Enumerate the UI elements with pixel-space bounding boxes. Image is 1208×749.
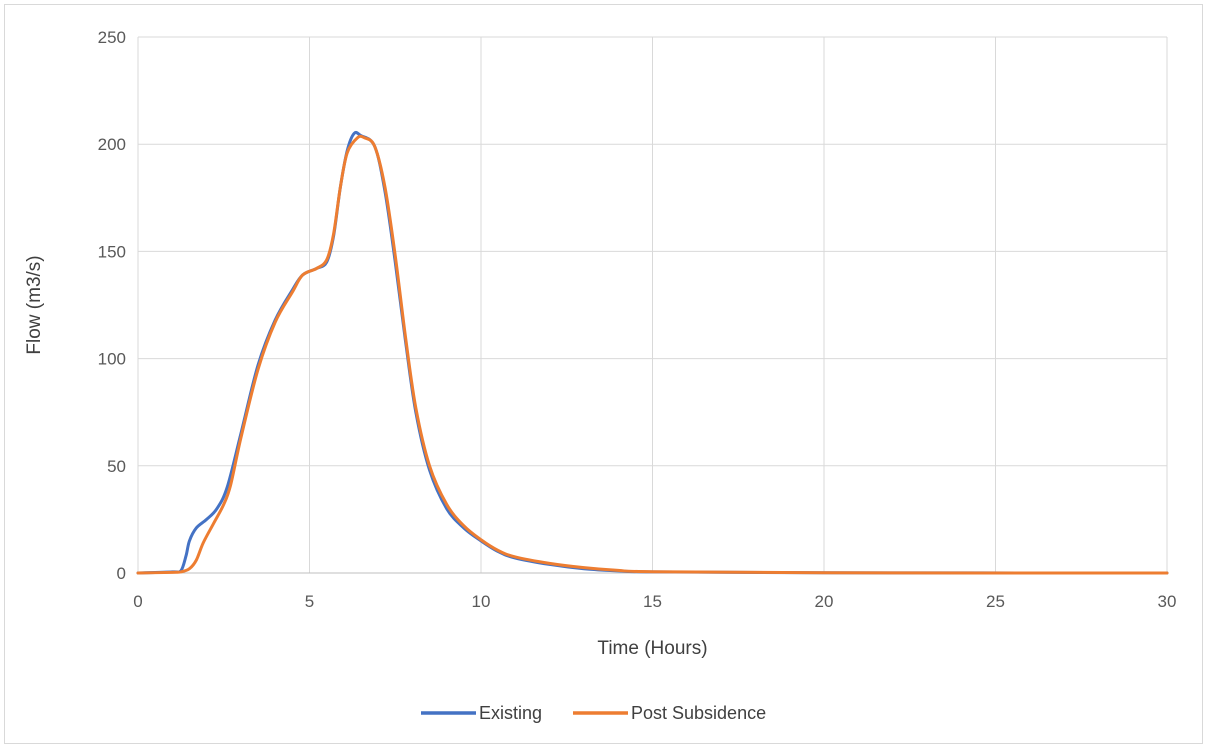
x-tick-label: 10 (472, 592, 491, 611)
x-tick-label: 5 (305, 592, 314, 611)
y-tick-label: 150 (98, 242, 126, 261)
series-lines (136, 130, 1169, 575)
legend-label: Existing (479, 703, 542, 723)
y-tick-label: 250 (98, 28, 126, 47)
y-tick-label: 0 (117, 564, 126, 583)
x-tick-label: 0 (133, 592, 142, 611)
y-tick-label: 200 (98, 135, 126, 154)
gridlines (137, 36, 1168, 574)
y-tick-label: 100 (98, 350, 126, 369)
x-tick-label: 25 (986, 592, 1005, 611)
series-line-post-subsidence (136, 134, 1169, 575)
x-tick-label: 30 (1158, 592, 1177, 611)
x-tick-label: 20 (815, 592, 834, 611)
x-tick-label: 15 (643, 592, 662, 611)
x-axis-ticks: 0 5 10 15 20 25 30 (133, 592, 1176, 611)
legend-label: Post Subsidence (631, 703, 766, 723)
y-axis-title: Flow (m3/s) (24, 255, 45, 354)
legend: Existing Post Subsidence (421, 703, 766, 723)
y-tick-label: 50 (107, 457, 126, 476)
chart-frame (4, 4, 1203, 744)
x-axis-title: Time (Hours) (597, 638, 707, 659)
y-axis-ticks: 0 50 100 150 200 250 (98, 28, 126, 583)
